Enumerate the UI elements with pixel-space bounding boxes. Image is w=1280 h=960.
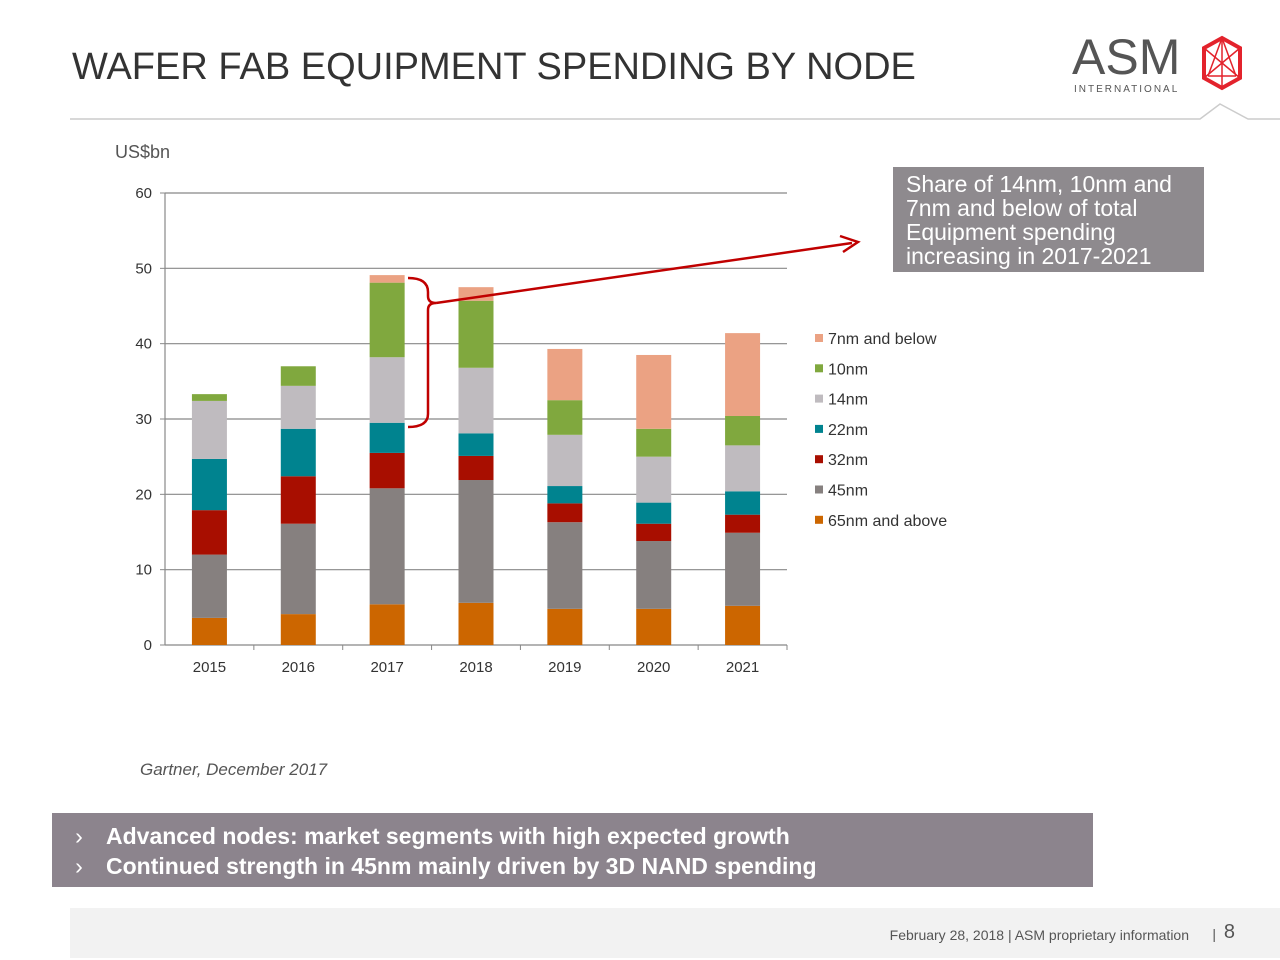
x-tick-label: 2021 [726, 659, 759, 676]
bullet-text: Advanced nodes: market segments with hig… [106, 823, 790, 849]
bar-segment-45nm [725, 532, 761, 606]
footer-separator: | [1212, 926, 1216, 942]
bar-segment-14nm [725, 445, 761, 492]
y-tick-label: 50 [135, 260, 152, 277]
bar-segment-22nm [369, 422, 405, 453]
bar-segment-32nm [725, 514, 761, 533]
bar-segment-65nm-and-above [725, 605, 761, 645]
bar-segment-14nm [369, 357, 405, 423]
bar-segment-32nm [369, 452, 405, 489]
bullet-text: Continued strength in 45nm mainly driven… [106, 853, 817, 879]
legend-label: 22nm [828, 422, 868, 439]
legend-swatch [815, 485, 823, 494]
x-tick-label: 2020 [637, 659, 670, 676]
bar-segment-22nm [547, 486, 583, 504]
bullet-item: › Advanced nodes: market segments with h… [52, 823, 790, 850]
bar-segment-10nm [458, 300, 494, 368]
bar-segment-14nm [191, 400, 227, 459]
bar-segment-14nm [280, 385, 316, 429]
bar-segment-10nm [280, 366, 316, 386]
bar-segment-7nm-and-below [636, 354, 672, 429]
bar-segment-22nm [636, 502, 672, 524]
legend-swatch [815, 334, 823, 342]
bar-segment-10nm [725, 415, 761, 446]
source-note: Gartner, December 2017 [140, 760, 328, 779]
bar-segment-45nm [458, 480, 494, 603]
legend-label: 14nm [828, 392, 868, 409]
header-divider [70, 103, 1280, 120]
legend-swatch [815, 364, 823, 373]
bar-segment-32nm [191, 510, 227, 555]
legend-swatch [815, 455, 823, 464]
legend-swatch [815, 394, 823, 403]
svg-text:INTERNATIONAL: INTERNATIONAL [1074, 84, 1179, 95]
legend-label: 65nm and above [828, 513, 947, 530]
arrow-head-icon [839, 234, 861, 254]
bar-segment-65nm-and-above [280, 614, 316, 645]
bracket-annotation [407, 276, 437, 429]
bar-segment-7nm-and-below [547, 348, 583, 401]
chevron-right-icon: › [75, 853, 83, 879]
bar-segment-45nm [280, 523, 316, 615]
y-tick-label: 40 [135, 336, 152, 353]
bar-segment-10nm [547, 400, 583, 435]
y-tick-label: 0 [144, 637, 152, 654]
legend-label: 10nm [828, 361, 868, 378]
bar-segment-65nm-and-above [636, 608, 672, 645]
bar-segment-45nm [369, 488, 405, 605]
bar-segment-7nm-and-below [369, 275, 405, 283]
y-tick-label: 60 [135, 185, 152, 202]
bar-segment-10nm [369, 282, 405, 358]
x-tick-label: 2015 [193, 659, 226, 676]
y-tick-label: 30 [135, 411, 152, 428]
bar-segment-45nm [191, 554, 227, 618]
chevron-right-icon: › [75, 823, 83, 849]
bar-segment-65nm-and-above [369, 604, 405, 645]
bar-segment-65nm-and-above [191, 617, 227, 645]
y-tick-label: 10 [135, 562, 152, 579]
bar-segment-32nm [547, 503, 583, 523]
bullet-item: › Continued strength in 45nm mainly driv… [52, 853, 817, 880]
arrow-annotation [435, 241, 853, 305]
bar-segment-32nm [458, 455, 494, 481]
callout-box: Share of 14nm, 10nm and 7nm and below of… [893, 167, 1204, 272]
legend-label: 7nm and below [828, 331, 937, 348]
bar-segment-65nm-and-above [458, 602, 494, 645]
legend-swatch [815, 424, 823, 433]
bar-segment-22nm [280, 428, 316, 477]
bar-segment-22nm [458, 433, 494, 456]
legend-label: 32nm [828, 452, 868, 469]
bar-segment-32nm [636, 523, 672, 542]
x-tick-label: 2016 [282, 659, 315, 676]
bar-segment-7nm-and-below [725, 333, 761, 416]
svg-text:ASM: ASM [1072, 30, 1180, 85]
bar-segment-22nm [725, 491, 761, 515]
bar-segment-14nm [458, 367, 494, 434]
legend-swatch [815, 515, 823, 524]
footer: February 28, 2018 | ASM proprietary info… [70, 908, 1280, 958]
footer-text: February 28, 2018 | ASM proprietary info… [889, 927, 1189, 943]
bar-segment-45nm [547, 522, 583, 609]
asm-logo: ASM INTERNATIONAL [1072, 30, 1242, 95]
bar-segment-65nm-and-above [547, 608, 583, 645]
x-tick-label: 2017 [370, 659, 403, 676]
bar-segment-45nm [636, 541, 672, 609]
x-tick-label: 2019 [548, 659, 581, 676]
stacked-bar-chart: US$bn 0 10 20 30 40 50 60 2015 2016 2017 2018 2019 20… [115, 142, 947, 676]
bar-segment-22nm [191, 458, 227, 511]
key-points-box: › Advanced nodes: market segments with h… [52, 813, 1093, 887]
bar-segment-14nm [547, 434, 583, 487]
x-tick-label: 2018 [459, 659, 492, 676]
page-title: WAFER FAB EQUIPMENT SPENDING BY NODE [72, 46, 916, 88]
bar-segment-32nm [280, 476, 316, 524]
bar-segment-14nm [636, 456, 672, 503]
y-tick-label: 20 [135, 486, 152, 503]
bar-segment-10nm [191, 394, 227, 401]
bar-segment-10nm [636, 428, 672, 457]
y-axis-label: US$bn [115, 142, 170, 162]
page-number: 8 [1223, 921, 1235, 943]
legend-label: 45nm [828, 483, 868, 500]
